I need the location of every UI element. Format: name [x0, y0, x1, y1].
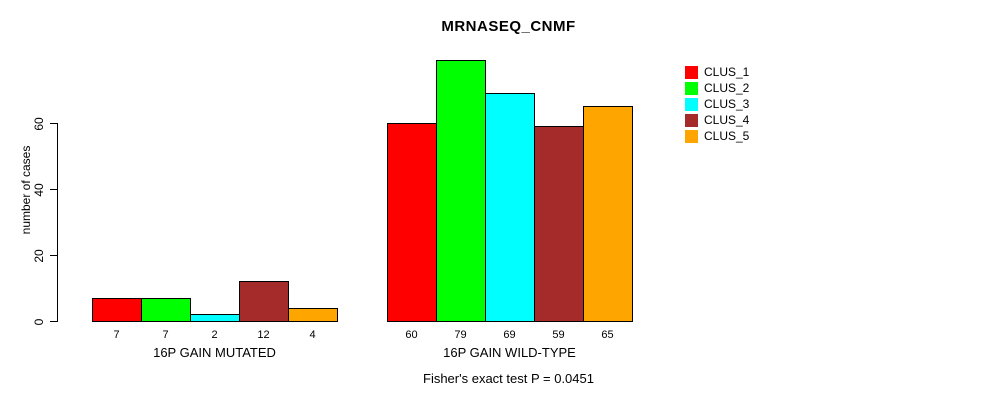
legend-swatch [685, 98, 698, 111]
group-label: 16P GAIN WILD-TYPE [443, 345, 576, 360]
legend-label: CLUS_2 [704, 81, 750, 95]
bar [534, 126, 584, 322]
bar-value-label: 69 [503, 329, 516, 341]
chart-title: MRNASEQ_CNMF [441, 18, 576, 35]
y-axis-label: number of cases [19, 145, 33, 235]
y-tick-label: 60 [32, 116, 46, 131]
legend-item: CLUS_4 [685, 114, 749, 127]
y-tick [50, 123, 57, 124]
bar-value-label: 2 [211, 329, 218, 341]
legend-item: CLUS_3 [685, 98, 749, 111]
legend-label: CLUS_1 [704, 65, 750, 79]
legend-label: CLUS_5 [704, 129, 750, 143]
legend-swatch [685, 114, 698, 127]
bar [239, 281, 289, 322]
bar [583, 106, 633, 322]
bar [141, 298, 191, 322]
legend-swatch [685, 82, 698, 95]
y-tick-label: 0 [32, 318, 46, 325]
legend-item: CLUS_2 [685, 82, 749, 95]
annotation-text: Fisher's exact test P = 0.0451 [423, 371, 594, 386]
bar-value-label: 12 [257, 329, 270, 341]
y-tick-label: 40 [32, 182, 46, 197]
bar-value-label: 65 [601, 329, 614, 341]
group-label: 16P GAIN MUTATED [153, 345, 276, 360]
bar-value-label: 59 [552, 329, 565, 341]
y-axis [57, 123, 58, 322]
legend-item: CLUS_1 [685, 66, 749, 79]
bar [436, 60, 486, 322]
bar-value-label: 4 [309, 329, 316, 341]
legend-label: CLUS_4 [704, 113, 750, 127]
bar [288, 308, 338, 322]
bar-value-label: 7 [162, 329, 169, 341]
y-tick [50, 321, 57, 322]
bar-value-label: 79 [454, 329, 467, 341]
y-tick [50, 189, 57, 190]
bar [190, 314, 240, 322]
legend-label: CLUS_3 [704, 97, 750, 111]
legend-swatch [685, 66, 698, 79]
y-tick-label: 20 [32, 248, 46, 263]
bar-value-label: 7 [113, 329, 120, 341]
y-tick [50, 255, 57, 256]
bar [92, 298, 142, 322]
bar [485, 93, 535, 322]
legend-swatch [685, 130, 698, 143]
bar [387, 123, 437, 322]
legend-item: CLUS_5 [685, 130, 749, 143]
bar-value-label: 60 [405, 329, 418, 341]
